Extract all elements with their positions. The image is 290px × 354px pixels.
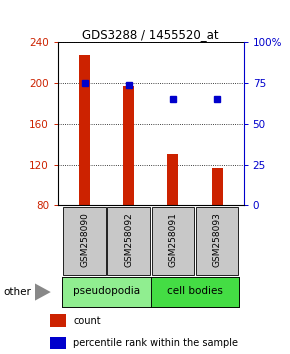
Bar [167, 154, 178, 205]
Bar [50, 337, 66, 349]
Text: GSM258090: GSM258090 [80, 212, 89, 267]
Bar [212, 168, 223, 205]
Bar [152, 207, 194, 275]
Bar [79, 55, 90, 205]
Bar [62, 277, 151, 307]
Text: count: count [73, 316, 101, 326]
Bar [108, 207, 150, 275]
Text: GSM258093: GSM258093 [213, 212, 222, 267]
Text: percentile rank within the sample: percentile rank within the sample [73, 338, 238, 348]
Text: other: other [3, 287, 31, 297]
Bar [50, 314, 66, 327]
Title: GDS3288 / 1455520_at: GDS3288 / 1455520_at [82, 28, 219, 41]
Text: pseudopodia: pseudopodia [73, 286, 140, 296]
Bar [123, 86, 134, 205]
Bar [151, 277, 239, 307]
Text: GSM258092: GSM258092 [124, 212, 133, 267]
Polygon shape [35, 283, 51, 301]
Text: GSM258091: GSM258091 [168, 212, 177, 267]
Text: cell bodies: cell bodies [167, 286, 223, 296]
Bar [196, 207, 238, 275]
Bar [63, 207, 106, 275]
